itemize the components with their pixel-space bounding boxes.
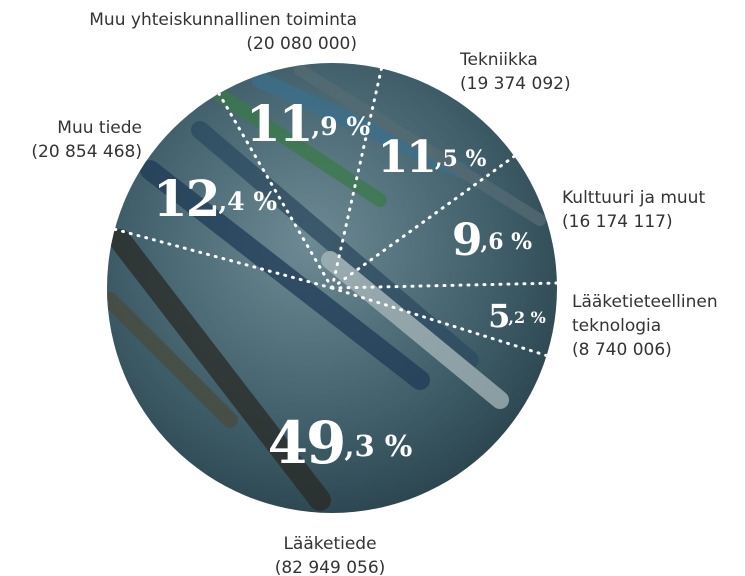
percent-whole: 9 [452, 215, 481, 266]
amount-label: (8 740 006) [572, 340, 672, 360]
percent-whole: 49 [268, 409, 345, 477]
percent-whole: 11 [378, 132, 435, 183]
percent-fraction: ,6 % [481, 229, 533, 255]
amount-label: (20 854 468) [31, 142, 142, 162]
category-name: Kulttuuri ja muut [562, 188, 706, 208]
percent-label: 49,3 % [268, 409, 413, 477]
amount-label: (20 080 000) [246, 34, 357, 54]
slice-label: Lääketiede (82 949 056) [180, 532, 480, 576]
slice-divider [330, 286, 549, 358]
percent-fraction: ,3 % [344, 429, 412, 463]
slice-divider [330, 154, 516, 290]
percent-fraction: ,4 % [219, 187, 278, 216]
amount-label: (82 949 056) [274, 558, 386, 576]
category-name: Tekniikka [460, 50, 538, 70]
percent-label: 12,4 % [153, 169, 277, 228]
slice-divider [113, 227, 334, 290]
percent-whole: 12 [153, 169, 219, 228]
percent-label: 9,6 % [452, 215, 532, 266]
percent-whole: 11 [246, 94, 312, 153]
percent-fraction: ,9 % [312, 112, 371, 141]
amount-label: (16 174 117) [562, 212, 673, 232]
percent-whole: 5 [488, 297, 508, 335]
slice-divider [330, 281, 559, 290]
slice-divider [217, 92, 334, 290]
percent-fraction: ,5 % [435, 146, 487, 172]
category-name: Muu tiede [57, 118, 142, 138]
percent-label: 5,2 % [488, 297, 546, 335]
percent-label: 11,9 % [246, 94, 370, 153]
category-name: Lääketieteellinen teknologia [572, 292, 718, 336]
slice-label: Muu tiede (20 854 468) [31, 116, 142, 164]
category-name: Lääketiede [283, 534, 377, 554]
slice-label: Lääketieteellinen teknologia (8 740 006) [572, 290, 745, 362]
slice-label: Tekniikka (19 374 092) [460, 48, 571, 96]
amount-label: (19 374 092) [460, 74, 571, 94]
slice-label: Muu yhteiskunnallinen toiminta (20 080 00… [89, 8, 357, 56]
percent-label: 11,5 % [378, 132, 487, 183]
category-name: Muu yhteiskunnallinen toiminta [89, 10, 357, 30]
slice-label: Kulttuuri ja muut (16 174 117) [562, 186, 705, 234]
percent-fraction: ,2 % [508, 308, 545, 327]
slice-divider [330, 67, 383, 290]
